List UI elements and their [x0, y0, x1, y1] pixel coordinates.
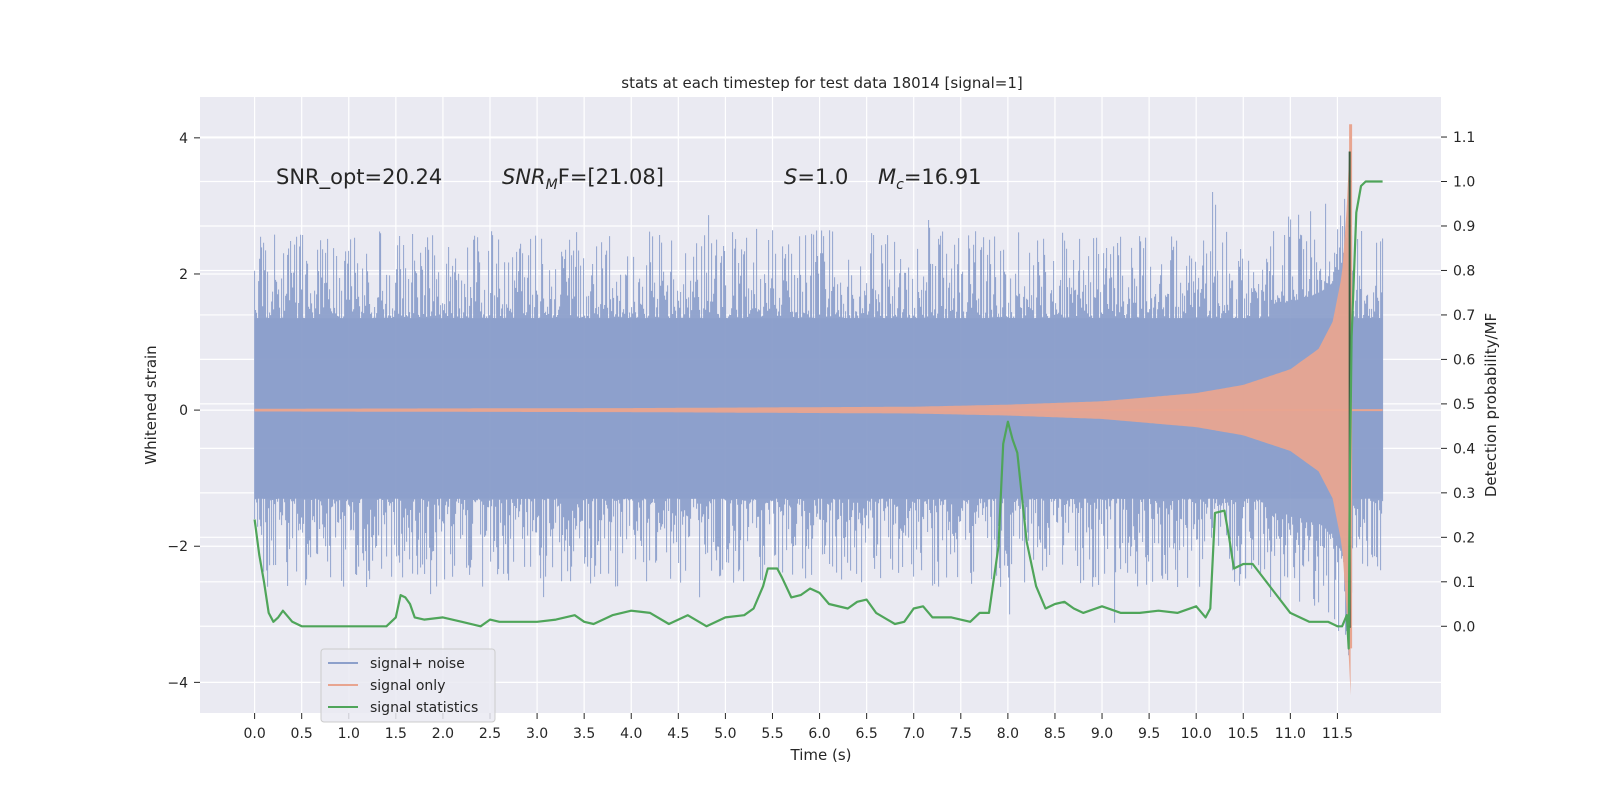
- x-tick-label: 9.0: [1091, 726, 1113, 742]
- x-tick-label: 1.5: [385, 726, 407, 742]
- annotation-snr-mf: SNRMF=[21.08]: [502, 165, 664, 193]
- y-right-tick-label: 0.2: [1453, 530, 1475, 546]
- y-right-tick-label: 0.5: [1453, 397, 1475, 413]
- x-tick-label: 9.5: [1138, 726, 1160, 742]
- y-left-axis-label: Whitened strain: [142, 345, 160, 464]
- y-left-tick-label: −2: [167, 539, 188, 555]
- annotation-s-value: =1.0: [797, 165, 848, 189]
- y-left-tick-label: 2: [179, 267, 188, 283]
- x-tick-label: 11.5: [1322, 726, 1353, 742]
- legend-label-signal-noise: signal+ noise: [370, 656, 465, 672]
- x-tick-label: 8.5: [1044, 726, 1066, 742]
- y-left-tick-label: 0: [179, 403, 188, 419]
- y-right-tick-label: 0.7: [1453, 308, 1475, 324]
- x-tick-label: 5.5: [761, 726, 783, 742]
- annotation-snr-opt: SNR_opt=20.24: [276, 165, 442, 190]
- x-tick-label: 3.5: [573, 726, 595, 742]
- series-signal-statistics: [253, 180, 1383, 650]
- y-right-tick-label: 0.8: [1453, 263, 1475, 279]
- annotation-s-symbol: S: [784, 165, 797, 189]
- legend-label-signal-statistics: signal statistics: [370, 700, 478, 716]
- x-tick-label: 0.5: [291, 726, 313, 742]
- x-tick-label: 0.0: [243, 726, 265, 742]
- annotation-snr-mf-sub: M: [546, 177, 558, 193]
- signal-statistics-line: [253, 180, 1383, 650]
- x-tick-label: 4.5: [667, 726, 689, 742]
- x-axis-label: Time (s): [790, 746, 852, 764]
- y-right-tick-label: 0.9: [1453, 219, 1475, 235]
- annotations: SNR_opt=20.24 SNRMF=[21.08] S=1.0 Mc=16.…: [276, 165, 982, 193]
- annotation-snr-mf-main: SNR: [502, 165, 546, 189]
- y-right-tick-label: 0.1: [1453, 575, 1475, 591]
- x-tick-label: 10.5: [1228, 726, 1259, 742]
- x-tick-label: 6.5: [856, 726, 878, 742]
- x-tick-label: 1.0: [338, 726, 360, 742]
- x-tick-label: 6.0: [808, 726, 830, 742]
- y-left-tick-label: 4: [179, 131, 188, 147]
- y-right-axis-label: Detection probability/MF: [1482, 313, 1500, 497]
- y-right-axis-ticks: 0.0 0.1 0.2 0.3 0.4 0.5 0.6 0.7 0.8 0.9 1.0 1.1: [1441, 130, 1475, 635]
- x-tick-label: 2.0: [432, 726, 454, 742]
- annotation-mc-sub: c: [896, 177, 904, 193]
- legend: signal+ noise signal only signal statist…: [320, 648, 496, 723]
- y-right-tick-label: 0.6: [1453, 352, 1475, 368]
- x-tick-label: 8.0: [997, 726, 1019, 742]
- annotation-mc: Mc=16.91: [878, 165, 982, 193]
- x-tick-label: 5.0: [714, 726, 736, 742]
- legend-box: [320, 648, 496, 723]
- y-right-tick-label: 1.1: [1453, 130, 1475, 146]
- annotation-s: S=1.0: [784, 165, 848, 189]
- x-axis-ticks: 0.0 0.5 1.0 1.5 2.0 2.5 3.0 3.5 4.0 4.5 5.0 5.5 6.0 6…: [243, 713, 1353, 742]
- annotation-snr-mf-rest: F=[21.08]: [558, 165, 664, 189]
- annotation-mc-value: =16.91: [904, 165, 982, 189]
- y-right-tick-label: 0.3: [1453, 486, 1475, 502]
- x-tick-label: 3.0: [526, 726, 548, 742]
- annotation-mc-symbol: M: [878, 165, 896, 189]
- x-tick-label: 4.0: [620, 726, 642, 742]
- x-tick-label: 7.0: [903, 726, 925, 742]
- x-tick-label: 7.5: [950, 726, 972, 742]
- legend-label-signal-only: signal only: [370, 678, 445, 694]
- chart-title: stats at each timestep for test data 180…: [621, 74, 1022, 92]
- x-tick-label: 11.0: [1275, 726, 1306, 742]
- y-left-tick-label: −4: [167, 675, 188, 691]
- y-right-tick-label: 0.4: [1453, 441, 1475, 457]
- x-tick-label: 2.5: [479, 726, 501, 742]
- y-right-tick-label: 0.0: [1453, 619, 1475, 635]
- y-right-tick-label: 1.0: [1453, 175, 1475, 191]
- x-tick-label: 10.0: [1181, 726, 1212, 742]
- y-left-axis-ticks: −4 −2 0 2 4: [167, 131, 200, 691]
